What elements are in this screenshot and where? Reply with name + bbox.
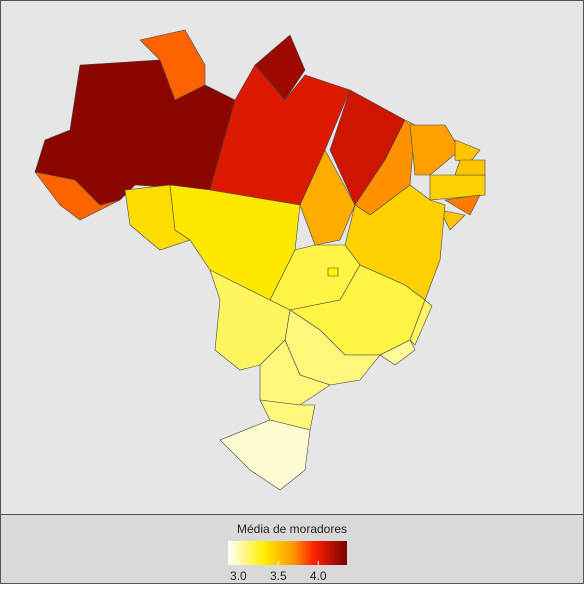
region: [379, 339, 416, 366]
legend-tick-label: 3.5: [270, 569, 287, 583]
legend-ticks: 3.0 3.5 4.0: [230, 561, 327, 583]
region: [454, 159, 486, 176]
region: [444, 194, 481, 216]
region: [409, 124, 461, 176]
color-bar: [228, 541, 347, 565]
regions: [34, 29, 486, 491]
legend-tick-label: 4.0: [310, 569, 327, 583]
region: [327, 267, 339, 277]
region: [34, 171, 121, 221]
region: [219, 419, 311, 491]
legend-title: Média de moradores: [237, 522, 347, 536]
region: [409, 299, 433, 346]
legend-tick-label: 3.0: [230, 569, 247, 583]
region: [299, 149, 356, 246]
region: [439, 209, 466, 231]
region: [139, 29, 206, 101]
region: [259, 399, 316, 431]
